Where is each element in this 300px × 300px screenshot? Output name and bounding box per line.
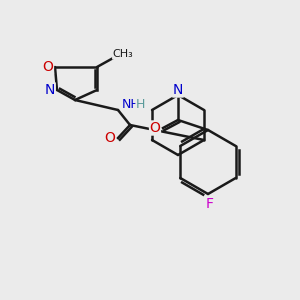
Text: F: F (206, 197, 214, 211)
Text: N: N (173, 83, 183, 97)
Text: O: O (105, 131, 116, 145)
Text: N: N (45, 83, 55, 97)
Text: O: O (150, 121, 160, 135)
Text: CH₃: CH₃ (112, 49, 134, 59)
Text: NH: NH (122, 98, 141, 112)
Text: H: H (136, 98, 146, 112)
Text: O: O (43, 60, 53, 74)
